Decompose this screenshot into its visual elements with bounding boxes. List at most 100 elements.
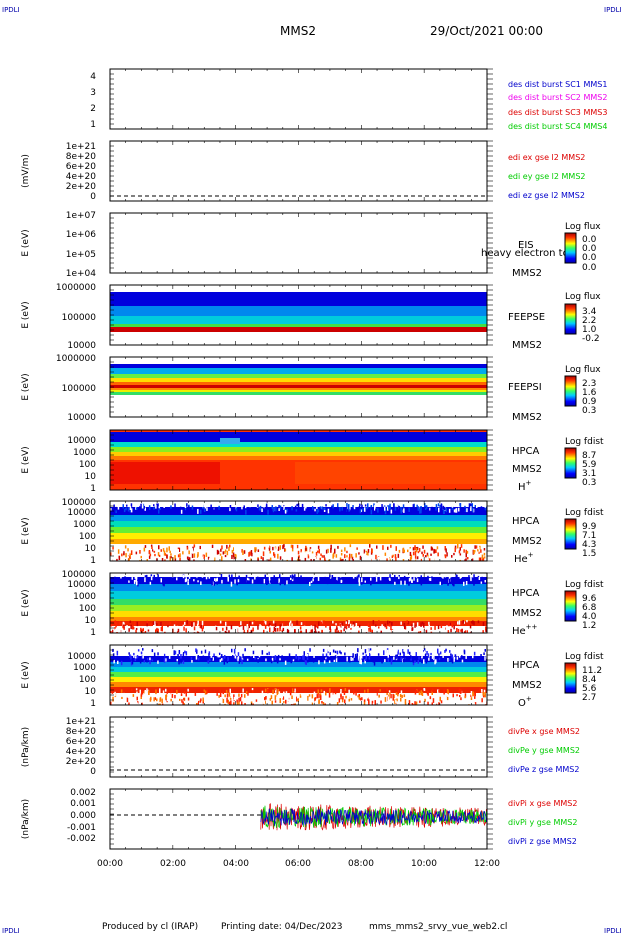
speckle-pixel [389,503,391,509]
speckle-pixel [124,545,127,549]
speckle-pixel [140,651,143,655]
speckle-pixel [427,653,430,658]
speckle-pixel [143,505,145,509]
speckle-pixel [479,688,481,691]
speckle-pixel [180,658,182,664]
speckle-pixel [225,631,227,633]
speckle-pixel [174,555,176,559]
speckle-pixel [286,625,289,630]
cb-label-3: 2.7 [582,693,596,703]
cb-label-1: 7.1 [582,531,596,541]
speckle-pixel [308,552,311,556]
speckle-pixel [472,691,475,696]
speckle-pixel [298,544,300,549]
speckle-pixel [378,620,380,623]
speckle-pixel [483,698,485,702]
speckle-pixel [349,623,352,629]
speckle-pixel [462,620,464,624]
speckle-pixel [142,648,144,651]
speckle-pixel [358,630,360,633]
speckle-pixel [346,656,348,662]
speckle-pixel [318,549,320,554]
speckle-pixel [131,659,134,665]
speckle-pixel [416,546,419,551]
speckle-pixel [394,628,396,631]
speckle-pixel [145,544,148,548]
speckle-pixel [424,555,427,558]
speckle-pixel [314,556,317,560]
speckle-pixel [460,629,462,632]
speckle-pixel [207,556,210,560]
speckle-pixel [166,690,168,694]
speckle-pixel [161,698,163,704]
speckle-pixel [368,699,370,703]
speckle-pixel [307,658,309,663]
ylabel: E (eV) [21,373,31,400]
ytick-5: 100000 [62,570,97,580]
speckle-pixel [431,702,433,705]
ytick-0: 1 [90,628,96,638]
ytick-1: 100000 [62,384,97,394]
speckle-pixel [342,558,344,561]
speckle-pixel [243,550,246,554]
speckle-pixel [151,649,154,653]
speckle-pixel [399,652,401,656]
ytick-3: 4 [90,72,96,82]
speckle-pixel [389,621,391,624]
speckle-pixel [307,695,309,701]
speckle-pixel [199,624,202,629]
speckle-pixel [408,507,410,512]
speckle-pixel [430,559,432,561]
speckle-pixel [144,631,147,633]
speckle-pixel [160,549,162,552]
ytick-2: 1e+06 [66,230,97,240]
speckle-pixel [149,657,151,661]
speckle-pixel [411,624,413,627]
speckle-pixel [147,629,150,632]
speckle-pixel [182,574,185,579]
speckle-pixel [327,508,330,514]
instrument-name: HPCA [512,660,540,671]
ytick-0: 1 [90,484,96,494]
speckle-pixel [263,546,266,550]
speckle-pixel [141,689,144,695]
speckle-pixel [374,505,376,508]
speckle-pixel [382,626,385,631]
ytick-1: 2e+20 [66,182,97,192]
speckle-pixel [163,656,165,660]
speckle-pixel [278,508,280,511]
speckle-pixel [303,507,306,511]
speckle-pixel [291,623,293,627]
speckle-pixel [428,558,431,561]
speckle-pixel [164,579,166,584]
speckle-pixel [334,629,337,633]
speckle-pixel [234,546,236,552]
speckle-pixel [377,558,379,561]
speckle-pixel [286,628,289,633]
speckle-pixel [197,631,200,633]
speckle-pixel [439,696,441,702]
ytick-0: 1 [90,699,96,709]
speckle-pixel [167,577,170,580]
speckle-pixel [375,624,377,627]
species-charge: + [526,695,532,703]
speckle-pixel [177,554,180,558]
speckle-pixel [387,696,390,702]
speckle-pixel [263,629,265,633]
speckle-pixel [350,627,352,630]
speckle-pixel [199,702,201,705]
speckle-pixel [253,703,255,705]
speckle-pixel [393,503,395,508]
speckle-pixel [165,658,167,662]
speckle-pixel [341,622,343,626]
speckle-pixel [138,503,141,506]
speckle-pixel [438,507,440,513]
speckle-pixel [346,503,348,507]
speckle-pixel [233,547,235,552]
speckle-pixel [343,628,345,632]
speckle-pixel [337,696,339,702]
speckle-pixel [251,579,254,584]
speckle-pixel [460,574,462,578]
speckle-pixel [361,577,363,583]
speckle-pixel [403,659,405,663]
